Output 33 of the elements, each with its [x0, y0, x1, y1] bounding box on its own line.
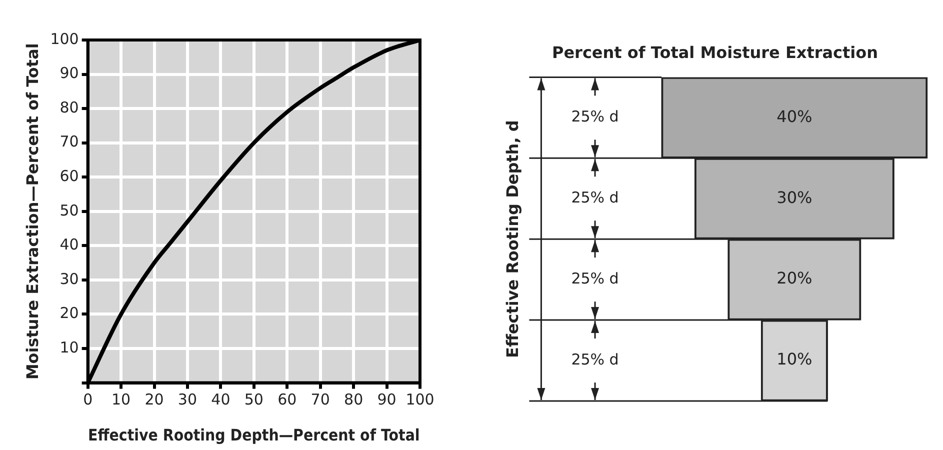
y-tick-label: 100 [50, 30, 79, 48]
y-tick-label: 20 [60, 304, 79, 322]
x-tick-label: 50 [244, 390, 264, 409]
x-tick-label: 20 [144, 390, 164, 409]
y-tick-label: 90 [60, 64, 79, 82]
text: Percent of Total Moisture Extraction [552, 42, 878, 62]
y-tick-label: 10 [60, 338, 79, 356]
category-label: 25% d [571, 108, 619, 126]
x-tick-label: 80 [344, 390, 364, 409]
x-tick-label: 10 [112, 390, 131, 409]
data-label: 30% [776, 188, 812, 207]
y-tick-label: 60 [60, 167, 79, 186]
data-label: 10% [776, 350, 812, 369]
y-tick-label: 80 [60, 98, 79, 116]
x-tick-label: 90 [377, 390, 396, 409]
text: Effective Rooting Depth, d [502, 120, 522, 358]
x-tick-label: 40 [211, 390, 230, 409]
category-label: 25% d [571, 188, 619, 207]
y-tick-label: 40 [60, 236, 79, 254]
y-tick-label: 70 [60, 132, 79, 151]
x-tick-label: 60 [278, 390, 297, 409]
x-tick-label: 70 [310, 390, 330, 409]
y-tick-label: 50 [60, 201, 79, 220]
x-axis-title: Effective Rooting Depth—Percent of Total [88, 426, 420, 445]
category-label: 25% d [571, 350, 619, 368]
category-label: 25% d [571, 269, 619, 288]
y-axis-title: Moisture Extraction—Percent of Total [22, 43, 42, 380]
x-tick-label: 30 [178, 390, 198, 409]
x-tick-label: 0 [83, 390, 93, 409]
x-tick-label: 100 [406, 390, 434, 409]
y-tick-label: 30 [60, 270, 79, 288]
data-label: 20% [776, 268, 812, 288]
data-label: 40% [776, 106, 812, 126]
